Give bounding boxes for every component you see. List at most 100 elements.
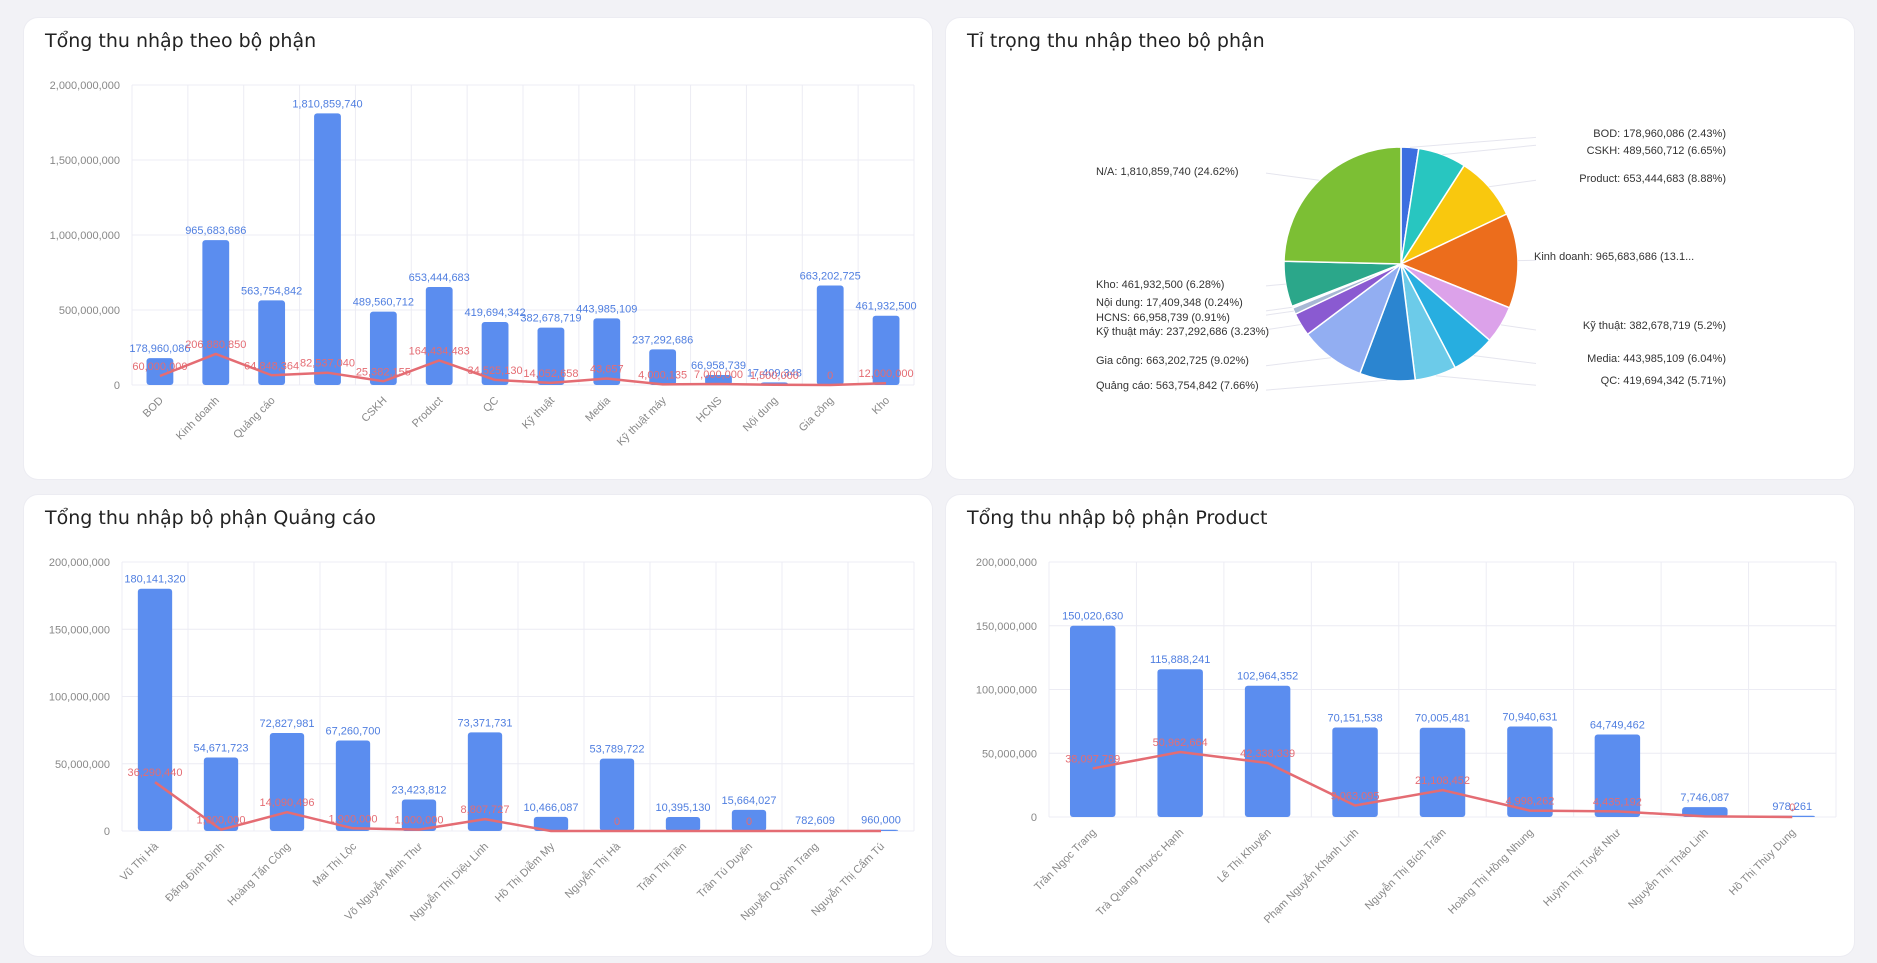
bar [731,809,767,831]
bar [425,286,453,385]
bar [1069,625,1116,817]
x-category-label: Nguyễn Thị Cẩm Tú [809,840,888,919]
x-category-label: Nguyễn Thị Bích Trâm [1362,826,1448,912]
y-tick-label: 150,000,000 [976,621,1037,633]
bar-value-label: 115,888,241 [1150,654,1210,666]
line-value-label: 43,657 [590,364,624,376]
pie-leader-line [1265,283,1286,287]
x-category-label: Nội dung [741,395,781,435]
y-tick-label: 50,000,000 [982,748,1037,760]
x-category-label: Kho [870,395,892,417]
x-category-label: CSKH [359,395,389,425]
pie-slice-label: Kỹ thuật: 382,678,719 (5.2%) [1583,320,1726,332]
bar-value-label: 382,678,719 [520,313,581,325]
x-category-label: Hồ Thị Thùy Dung [1727,827,1798,898]
line-value-label: 82,537,040 [300,358,355,370]
x-category-label: Trà Quang Phước Hạnh [1094,827,1186,919]
pie-slice-label: Kho: 461,932,500 (6.28%) [1096,279,1224,291]
bar-value-label: 443,985,109 [576,303,637,315]
line-value-label: 4,000,135 [638,369,687,381]
line-value-label: 50,962,664 [1153,737,1208,749]
bar [537,327,565,385]
pie-slice-label: Nội dung: 17,409,348 (0.24%) [1096,297,1243,309]
x-category-label: Trần Ngọc Trang [1032,827,1099,894]
y-tick-label: 1,500,000,000 [50,155,120,167]
line-value-label: 4,998,262 [1505,796,1554,808]
y-tick-label: 50,000,000 [55,759,110,771]
bar [467,732,503,831]
x-category-label: Hồ Thị Diễm My [492,840,557,905]
line-value-label: 25,382,155 [356,366,411,378]
y-tick-label: 100,000,000 [976,685,1037,697]
line-value-label: 60,000,000 [132,361,187,373]
bar [369,311,397,385]
x-category-label: Hoàng Tấn Công [226,841,294,909]
bar-value-label: 70,151,538 [1328,713,1383,725]
pie-leader-line [1500,324,1537,331]
x-category-label: Lê Thị Khuyên [1215,827,1274,886]
y-tick-label: 200,000,000 [49,557,110,569]
line-series [1092,750,1793,819]
x-category-label: Product [410,395,445,430]
bar-value-label: 178,960,086 [129,343,190,355]
pie-slice [1399,213,1519,309]
x-category-label: Vũ Thị Hà [118,840,162,884]
bar-value-label: 102,964,352 [1237,671,1298,683]
advertising-income-chart: 0 50,000,000 100,000,000 150,000,000 200,000… [49,557,915,924]
x-category-label: QC [481,395,501,415]
product-income-card: Tổng thu nhập bộ phận Product 0 50,000,00… [946,495,1854,956]
pie-leader-line [1435,375,1537,386]
bar [1244,685,1291,817]
chart-title: Tổng thu nhập bộ phận Quảng cáo [45,507,376,529]
y-tick-label: 100,000,000 [49,692,110,704]
line-value-label: 12,000,000 [859,368,914,380]
bar [401,799,437,831]
bar-value-label: 1,810,859,740 [292,98,362,110]
y-tick-label: 500,000,000 [59,305,120,317]
bar-value-label: 10,395,130 [655,802,710,814]
bar-value-label: 663,202,725 [800,271,861,283]
bar-value-label: 960,000 [861,815,901,827]
line-value-label: 9,063,095 [1331,791,1380,803]
line-value-label: 42,338,339 [1240,748,1295,760]
bar-value-label: 150,020,630 [1062,611,1123,623]
x-category-label: Media [583,394,613,424]
bar [816,285,844,385]
income-share-pie-chart: BOD: 178,960,086 (2.43%) CSKH: 489,560,71… [1096,128,1726,392]
product-income-chart: 0 50,000,000 100,000,000 150,000,000 200,000… [976,557,1837,926]
line-value-label: 0 [827,370,833,382]
bar [1419,727,1466,817]
line-value-label: 14,052,658 [523,368,578,380]
bar-value-label: 461,932,500 [855,301,916,313]
pie-slice-label: BOD: 178,960,086 (2.43%) [1593,128,1726,140]
bar [258,300,286,385]
pie-slice-label: Kỹ thuật máy: 237,292,686 (3.23%) [1096,326,1269,338]
income-by-department-card: Tổng thu nhập theo bộ phận 0 500,000,000 1… [24,18,932,479]
bar-value-label: 237,292,686 [632,334,693,346]
pie-leader-line [1473,355,1537,364]
line-value-label: 7,000,000 [694,369,743,381]
x-category-label: Gia công [797,395,837,435]
x-category-label: BOD [141,395,166,420]
x-category-label: Trần Tú Duyên [695,841,755,901]
bar-value-label: 180,141,320 [124,574,185,586]
bar [1594,734,1641,817]
pie-slice-label: Gia công: 663,202,725 (9.02%) [1096,355,1249,367]
bar-value-label: 53,789,722 [589,744,644,756]
pie-slice-label: N/A: 1,810,859,740 (24.62%) [1096,166,1238,178]
income-share-card: Tỉ trọng thu nhập theo bộ phận BOD: 178,… [946,18,1854,479]
bar-value-label: 10,466,087 [523,802,578,814]
pie-leader-line [1488,179,1537,188]
bar [649,349,677,385]
x-category-label: Nguyễn Thị Thảo Linh [1626,826,1711,911]
bar [1157,669,1203,817]
bar-value-label: 73,371,731 [457,717,512,729]
line-value-label: 206,880,850 [185,339,246,351]
line-value-label: 1,500,000 [750,370,799,382]
bar-value-label: 67,260,700 [325,726,380,738]
bar-value-label: 15,664,027 [721,795,776,807]
x-category-label: Quảng cáo [231,395,278,442]
y-tick-label: 2,000,000,000 [50,80,120,92]
x-category-label: HCNS [694,395,725,426]
bar [481,322,509,385]
